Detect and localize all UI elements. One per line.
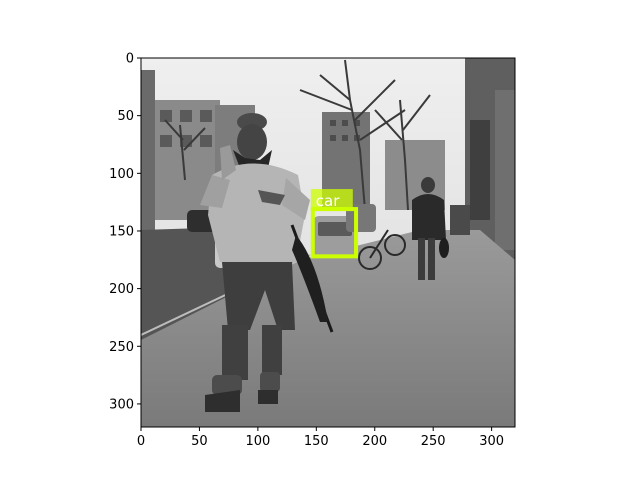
y-tick-label: 100 <box>109 167 134 182</box>
detection-label: car <box>316 192 340 210</box>
y-axis: 0 50 100 150 200 250 300 <box>109 52 141 412</box>
y-tick-label: 150 <box>109 224 134 239</box>
y-tick-label: 200 <box>109 282 134 297</box>
x-tick-label: 100 <box>245 434 270 449</box>
y-tick-label: 0 <box>126 52 134 67</box>
x-tick-label: 0 <box>137 434 145 449</box>
detection-overlay: car <box>310 189 359 259</box>
x-tick-label: 250 <box>421 434 446 449</box>
street-photo <box>141 58 515 427</box>
x-axis: 0 50 100 150 200 250 300 <box>137 427 504 449</box>
x-tick-label: 150 <box>304 434 329 449</box>
x-tick-label: 300 <box>479 434 504 449</box>
x-tick-label: 50 <box>191 434 208 449</box>
y-tick-label: 50 <box>117 109 134 124</box>
axes-frame <box>140 57 516 428</box>
x-tick-label: 200 <box>362 434 387 449</box>
y-tick-label: 300 <box>109 397 134 412</box>
detection-label-background <box>310 189 353 212</box>
y-tick-label: 250 <box>109 340 134 355</box>
